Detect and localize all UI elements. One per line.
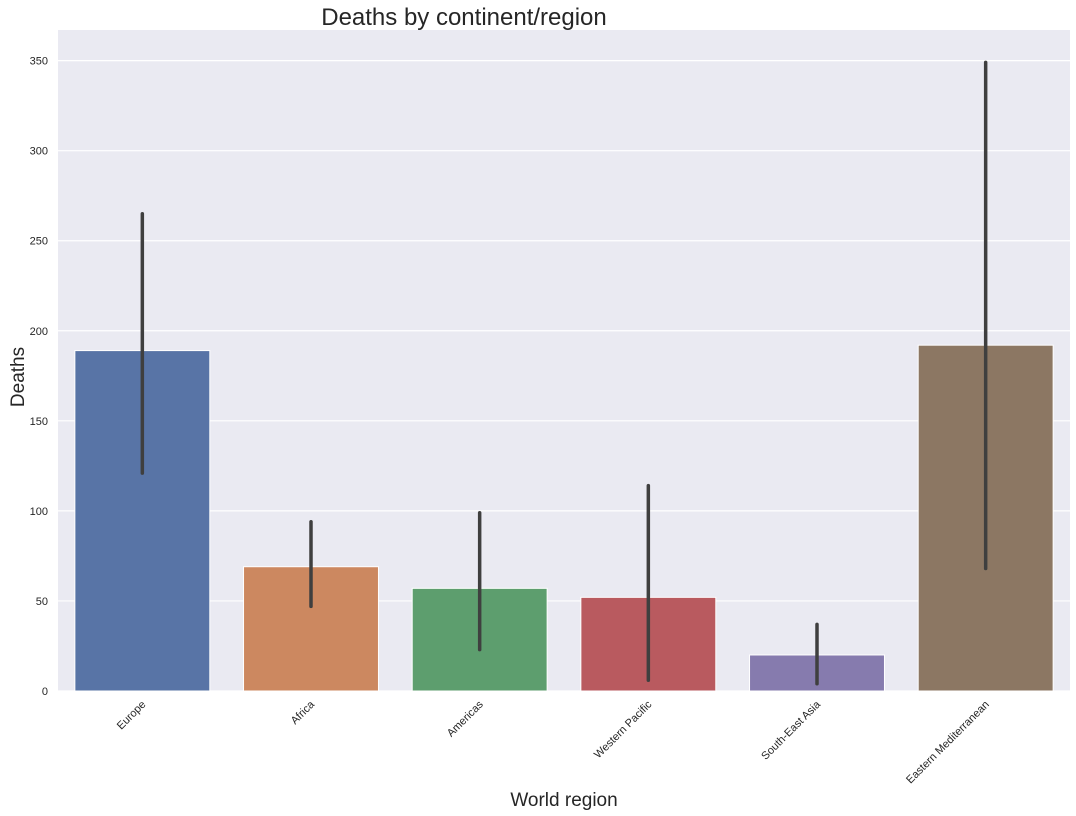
x-tick-label: Europe: [115, 699, 149, 733]
chart-title: Deaths by continent/region: [321, 4, 607, 31]
x-tick-label: Eastern Mediterranean: [904, 699, 992, 787]
x-axis-label: World region: [510, 790, 617, 811]
error-bars: [140, 60, 988, 686]
y-tick-label: 0: [42, 686, 48, 698]
y-tick-label: 150: [30, 416, 48, 428]
x-tick-label: Africa: [289, 698, 318, 727]
x-tick-labels: Europe Africa Americas Western Pacific South…: [115, 698, 992, 786]
x-tick-label: Western Pacific: [592, 698, 655, 761]
y-axis-label: Deaths: [8, 347, 29, 407]
grid-lines: [58, 60, 1070, 692]
y-tick-label: 250: [30, 236, 48, 248]
bars: [74, 344, 1054, 692]
y-tick-labels: 0 50 100 150 200 250 300 350: [30, 56, 48, 698]
y-tick-label: 350: [30, 56, 48, 68]
x-tick-label: South-East Asia: [759, 698, 823, 762]
y-tick-label: 100: [30, 506, 48, 518]
y-tick-label: 200: [30, 326, 48, 338]
x-tick-label: Americas: [445, 698, 486, 739]
y-tick-label: 50: [36, 596, 48, 608]
y-tick-label: 300: [30, 146, 48, 158]
plot-background: [58, 30, 1070, 691]
